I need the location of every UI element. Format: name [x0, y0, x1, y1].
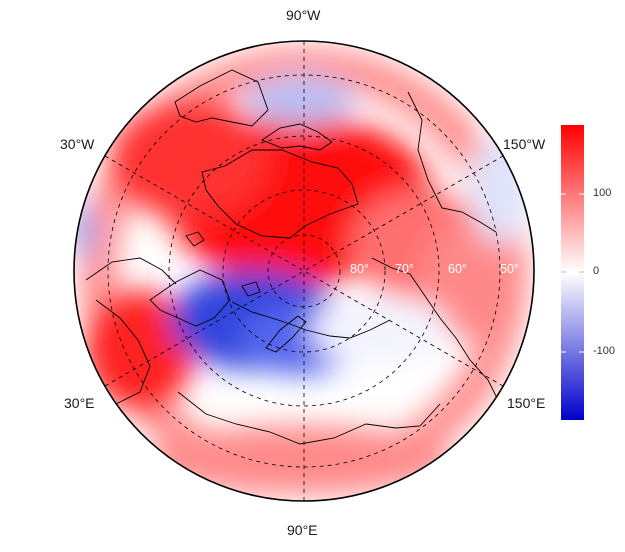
- lat-label-70: 70°: [395, 262, 414, 276]
- lon-label-150e: 150°E: [507, 395, 546, 411]
- colorbar-tick-0: 0: [593, 265, 600, 277]
- north-america-coast: [174, 69, 269, 127]
- latitude-labels: 80° 70° 60° 50°: [350, 262, 519, 276]
- lon-label-30w: 30°W: [60, 136, 95, 152]
- coastlines: [85, 69, 501, 445]
- greenland-coast: [201, 149, 359, 239]
- graticule: [104, 41, 504, 501]
- siberia-coast: [371, 257, 501, 405]
- scandinavia-coast: [149, 269, 231, 327]
- colorbar-tick-neg100: -100: [593, 345, 616, 357]
- map-border: [73, 40, 535, 502]
- canadian-arctic-coast: [261, 123, 333, 151]
- asia-interior-coast: [177, 391, 441, 445]
- novaya-zemlya-coast: [265, 315, 307, 353]
- lon-label-150w: 150°W: [503, 136, 546, 152]
- lon-label-90w: 90°W: [286, 7, 321, 23]
- anomaly-field: [74, 41, 534, 501]
- colorbar-gradient: [561, 125, 584, 420]
- svalbard-coast: [241, 281, 261, 297]
- lat-label-50: 50°: [500, 262, 519, 276]
- lon-label-90e: 90°E: [287, 522, 318, 538]
- alaska-coast: [407, 91, 497, 233]
- iceland-coast: [185, 231, 205, 247]
- colorbar-tick-100: 100: [593, 187, 612, 199]
- lat-label-80: 80°: [350, 262, 369, 276]
- lon-label-30e: 30°E: [64, 395, 95, 411]
- colorbar: [561, 125, 584, 420]
- lat-label-60: 60°: [448, 262, 467, 276]
- eurasia-north-coast: [231, 301, 391, 339]
